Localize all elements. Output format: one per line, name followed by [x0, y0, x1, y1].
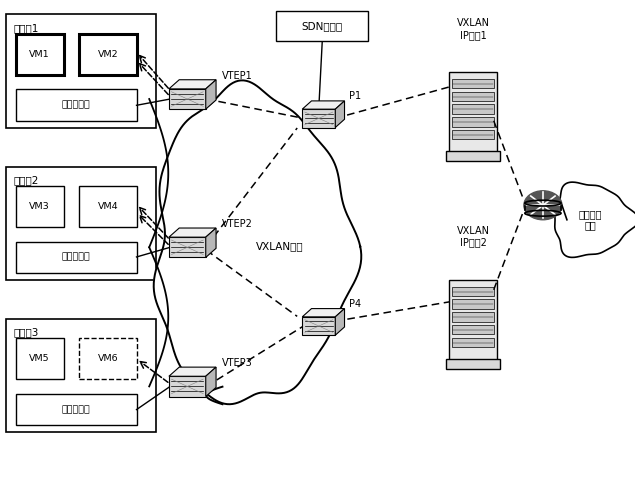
Text: VM4: VM4 — [98, 202, 118, 211]
Polygon shape — [302, 109, 335, 128]
Polygon shape — [169, 89, 206, 109]
Text: 服务器1: 服务器1 — [14, 23, 39, 33]
Bar — [452, 286, 494, 296]
Bar — [452, 299, 494, 309]
Bar — [452, 130, 494, 140]
Bar — [446, 151, 500, 161]
Polygon shape — [206, 367, 216, 397]
Polygon shape — [302, 317, 335, 335]
Bar — [446, 359, 500, 369]
Bar — [452, 92, 494, 101]
Polygon shape — [154, 80, 361, 404]
Bar — [450, 72, 497, 152]
Text: 服务器3: 服务器3 — [14, 327, 39, 338]
Bar — [452, 312, 494, 322]
Bar — [452, 79, 494, 88]
Polygon shape — [206, 228, 216, 257]
Polygon shape — [169, 376, 206, 397]
Bar — [276, 11, 368, 41]
Text: VM2: VM2 — [98, 50, 118, 59]
Bar — [16, 338, 64, 379]
Text: SDN控制器: SDN控制器 — [302, 21, 343, 31]
Polygon shape — [335, 101, 345, 128]
Text: VXLAN
IP网关2: VXLAN IP网关2 — [457, 226, 490, 247]
Text: VM5: VM5 — [29, 354, 50, 363]
Polygon shape — [206, 80, 216, 109]
Bar — [452, 104, 494, 114]
Polygon shape — [169, 228, 216, 237]
Text: 服务器2: 服务器2 — [14, 175, 39, 185]
Bar — [16, 34, 64, 75]
Bar — [16, 242, 137, 273]
Text: P1: P1 — [349, 91, 361, 101]
Polygon shape — [302, 309, 345, 317]
Bar — [79, 338, 137, 379]
Text: VTEP1: VTEP1 — [222, 71, 253, 81]
Polygon shape — [335, 309, 345, 335]
Text: VM3: VM3 — [29, 202, 50, 211]
Bar — [6, 167, 156, 280]
Text: VTEP2: VTEP2 — [222, 219, 253, 229]
Text: 非虚拟化
网络: 非虚拟化 网络 — [578, 209, 603, 230]
Text: VXLAN
IP网关1: VXLAN IP网关1 — [457, 18, 490, 40]
Polygon shape — [555, 182, 635, 257]
Text: VTEP3: VTEP3 — [222, 358, 253, 368]
Bar — [16, 89, 137, 121]
Text: 虚拟交换机: 虚拟交换机 — [62, 253, 91, 262]
Bar — [6, 319, 156, 432]
Text: VM6: VM6 — [98, 354, 118, 363]
Bar — [16, 186, 64, 227]
Text: VXLAN网络: VXLAN网络 — [255, 242, 304, 251]
Polygon shape — [302, 101, 345, 109]
Bar — [79, 34, 137, 75]
Polygon shape — [169, 237, 206, 257]
Text: VM1: VM1 — [29, 50, 50, 59]
Circle shape — [524, 191, 562, 220]
Bar — [450, 280, 497, 360]
Polygon shape — [169, 367, 216, 376]
Text: 虚拟交换机: 虚拟交换机 — [62, 100, 91, 110]
Bar — [452, 117, 494, 127]
Text: P4: P4 — [349, 299, 361, 309]
Bar — [452, 325, 494, 334]
Polygon shape — [169, 80, 216, 89]
Text: 虚拟交换机: 虚拟交换机 — [62, 405, 91, 414]
Bar — [452, 338, 494, 347]
Bar — [6, 14, 156, 128]
Bar — [79, 186, 137, 227]
Bar — [16, 394, 137, 425]
